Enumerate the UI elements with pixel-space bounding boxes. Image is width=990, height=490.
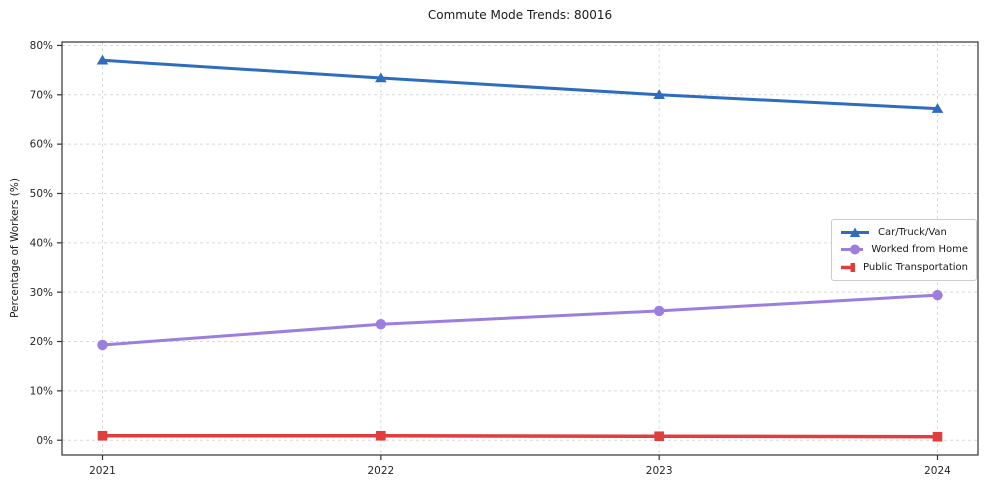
series-public-transportation [97, 430, 943, 442]
data-point-square [376, 430, 386, 441]
legend-circle-swatch-icon [841, 244, 864, 255]
y-tick-label: 70% [30, 89, 53, 101]
data-point-circle [97, 339, 108, 351]
data-point-triangle [375, 72, 387, 83]
data-point-square [932, 431, 943, 442]
series-worked-from-home [97, 289, 943, 351]
legend-label: Car/Truck/Van [878, 227, 947, 239]
series-car-truck-van [96, 54, 944, 113]
legend-label: Worked from Home [871, 244, 968, 256]
y-tick-label: 50% [30, 188, 53, 200]
x-tick-label: 2022 [367, 465, 394, 477]
legend-label: Public Transportation [863, 261, 968, 273]
x-tick-label: 2021 [89, 465, 116, 477]
y-tick-label: 10% [30, 385, 53, 397]
series-line [101, 58, 939, 111]
legend-sample-marker [850, 262, 856, 272]
chart-title: Commute Mode Trends: 80016 [427, 8, 613, 22]
x-tick-label: 2023 [646, 465, 673, 477]
legend-item: Worked from Home [840, 241, 968, 258]
legend-sample-marker [850, 244, 860, 255]
y-tick-label: 30% [30, 287, 53, 299]
y-tick-label: 20% [30, 336, 53, 348]
legend-item: Car/Truck/Van [840, 224, 968, 241]
series-line [101, 293, 939, 347]
data-point-triangle [96, 54, 109, 65]
data-point-circle [375, 319, 387, 330]
data-point-square [654, 431, 664, 442]
x-tick-label: 2024 [924, 465, 951, 477]
data-point-circle [932, 289, 943, 301]
series-line [100, 434, 940, 439]
legend-square-swatch-icon [841, 262, 856, 272]
legend-triangle-swatch-icon [841, 227, 869, 238]
legend-item: Public Transportation [840, 259, 968, 276]
legend-sample-marker [849, 227, 861, 238]
y-tick-label: 0% [36, 435, 53, 447]
data-point-square [97, 430, 108, 441]
plot-border [61, 41, 979, 456]
data-point-triangle [931, 103, 944, 113]
data-point-circle [653, 305, 665, 317]
y-tick-label: 60% [30, 139, 53, 151]
y-tick-label: 80% [30, 40, 53, 52]
legend-box: Car/Truck/Van Worked from Home Public Tran… [831, 219, 977, 281]
y-tick-label: 40% [30, 237, 53, 249]
data-point-triangle [653, 89, 665, 99]
